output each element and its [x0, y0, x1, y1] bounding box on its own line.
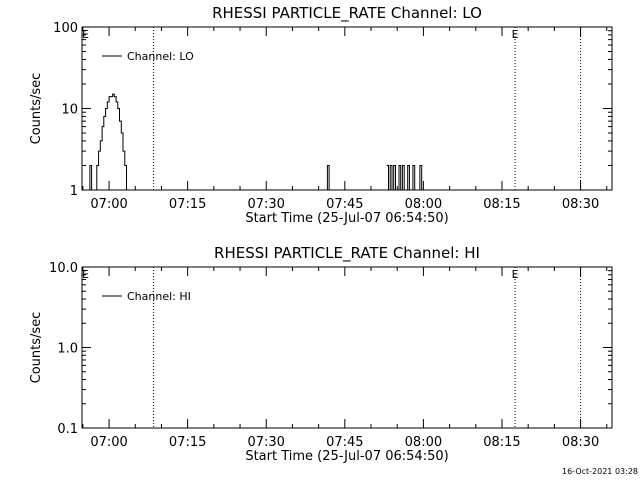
x-tick-label: 07:00	[90, 435, 127, 450]
event-marker-label: E	[512, 28, 519, 41]
y-axis-label: Counts/sec	[29, 73, 44, 145]
x-tick-label: 08:30	[562, 197, 599, 212]
x-axis-label: Start Time (25-Jul-07 06:54:50)	[245, 211, 448, 226]
x-tick-label: 07:30	[247, 197, 284, 212]
y-tick-label: 1.0	[57, 342, 78, 357]
x-tick-label: 07:30	[247, 435, 284, 450]
x-tick-label: 08:00	[405, 197, 442, 212]
x-axis-label: Start Time (25-Jul-07 06:54:50)	[245, 449, 448, 464]
y-tick-label: 10.0	[49, 261, 78, 276]
y-axis-label: Counts/sec	[29, 312, 44, 384]
series-line-Channel: LO	[85, 93, 426, 191]
event-marker-label: E	[82, 268, 89, 281]
x-tick-label: 08:30	[562, 435, 599, 450]
x-tick-label: 08:15	[483, 435, 520, 450]
x-tick-label: 07:00	[90, 197, 127, 212]
x-tick-label: 07:45	[326, 197, 363, 212]
legend-label: Channel: LO	[127, 50, 194, 63]
x-tick-label: 08:15	[483, 197, 520, 212]
y-tick-label: 1	[70, 184, 78, 199]
chart-panel-1: RHESSI PARTICLE_RATE Channel: LO 07:00 07:…	[29, 4, 613, 226]
legend-label: Channel: HI	[127, 290, 191, 303]
event-marker-label: E	[82, 28, 89, 41]
event-marker-label: E	[512, 268, 519, 281]
y-tick-label: 100	[53, 21, 78, 36]
chart-title: RHESSI PARTICLE_RATE Channel: HI	[214, 244, 480, 263]
x-tick-label: 07:45	[326, 435, 363, 450]
chart-title: RHESSI PARTICLE_RATE Channel: LO	[212, 4, 482, 23]
chart-panel-2: RHESSI PARTICLE_RATE Channel: HI 07:00 07:…	[29, 244, 613, 464]
y-tick-label: 0.1	[57, 422, 78, 437]
x-tick-label: 08:00	[405, 435, 442, 450]
x-tick-label: 07:15	[169, 197, 206, 212]
x-tick-label: 07:15	[169, 435, 206, 450]
footer-timestamp: 16-Oct-2021 03:28	[562, 467, 638, 476]
y-tick-label: 10	[61, 103, 78, 118]
